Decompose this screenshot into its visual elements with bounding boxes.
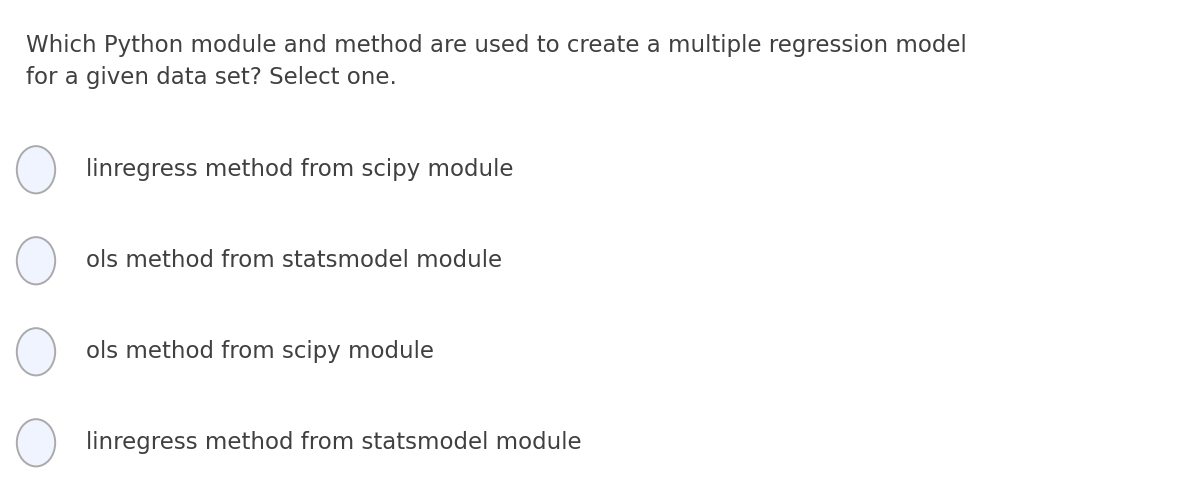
Ellipse shape <box>17 328 55 375</box>
Text: linregress method from scipy module: linregress method from scipy module <box>86 158 514 181</box>
Text: ols method from scipy module: ols method from scipy module <box>86 340 434 363</box>
Ellipse shape <box>17 419 55 466</box>
Ellipse shape <box>17 146 55 193</box>
Text: Which Python module and method are used to create a multiple regression model
fo: Which Python module and method are used … <box>26 34 967 89</box>
Text: linregress method from statsmodel module: linregress method from statsmodel module <box>86 431 582 454</box>
Text: ols method from statsmodel module: ols method from statsmodel module <box>86 249 503 272</box>
Ellipse shape <box>17 237 55 284</box>
